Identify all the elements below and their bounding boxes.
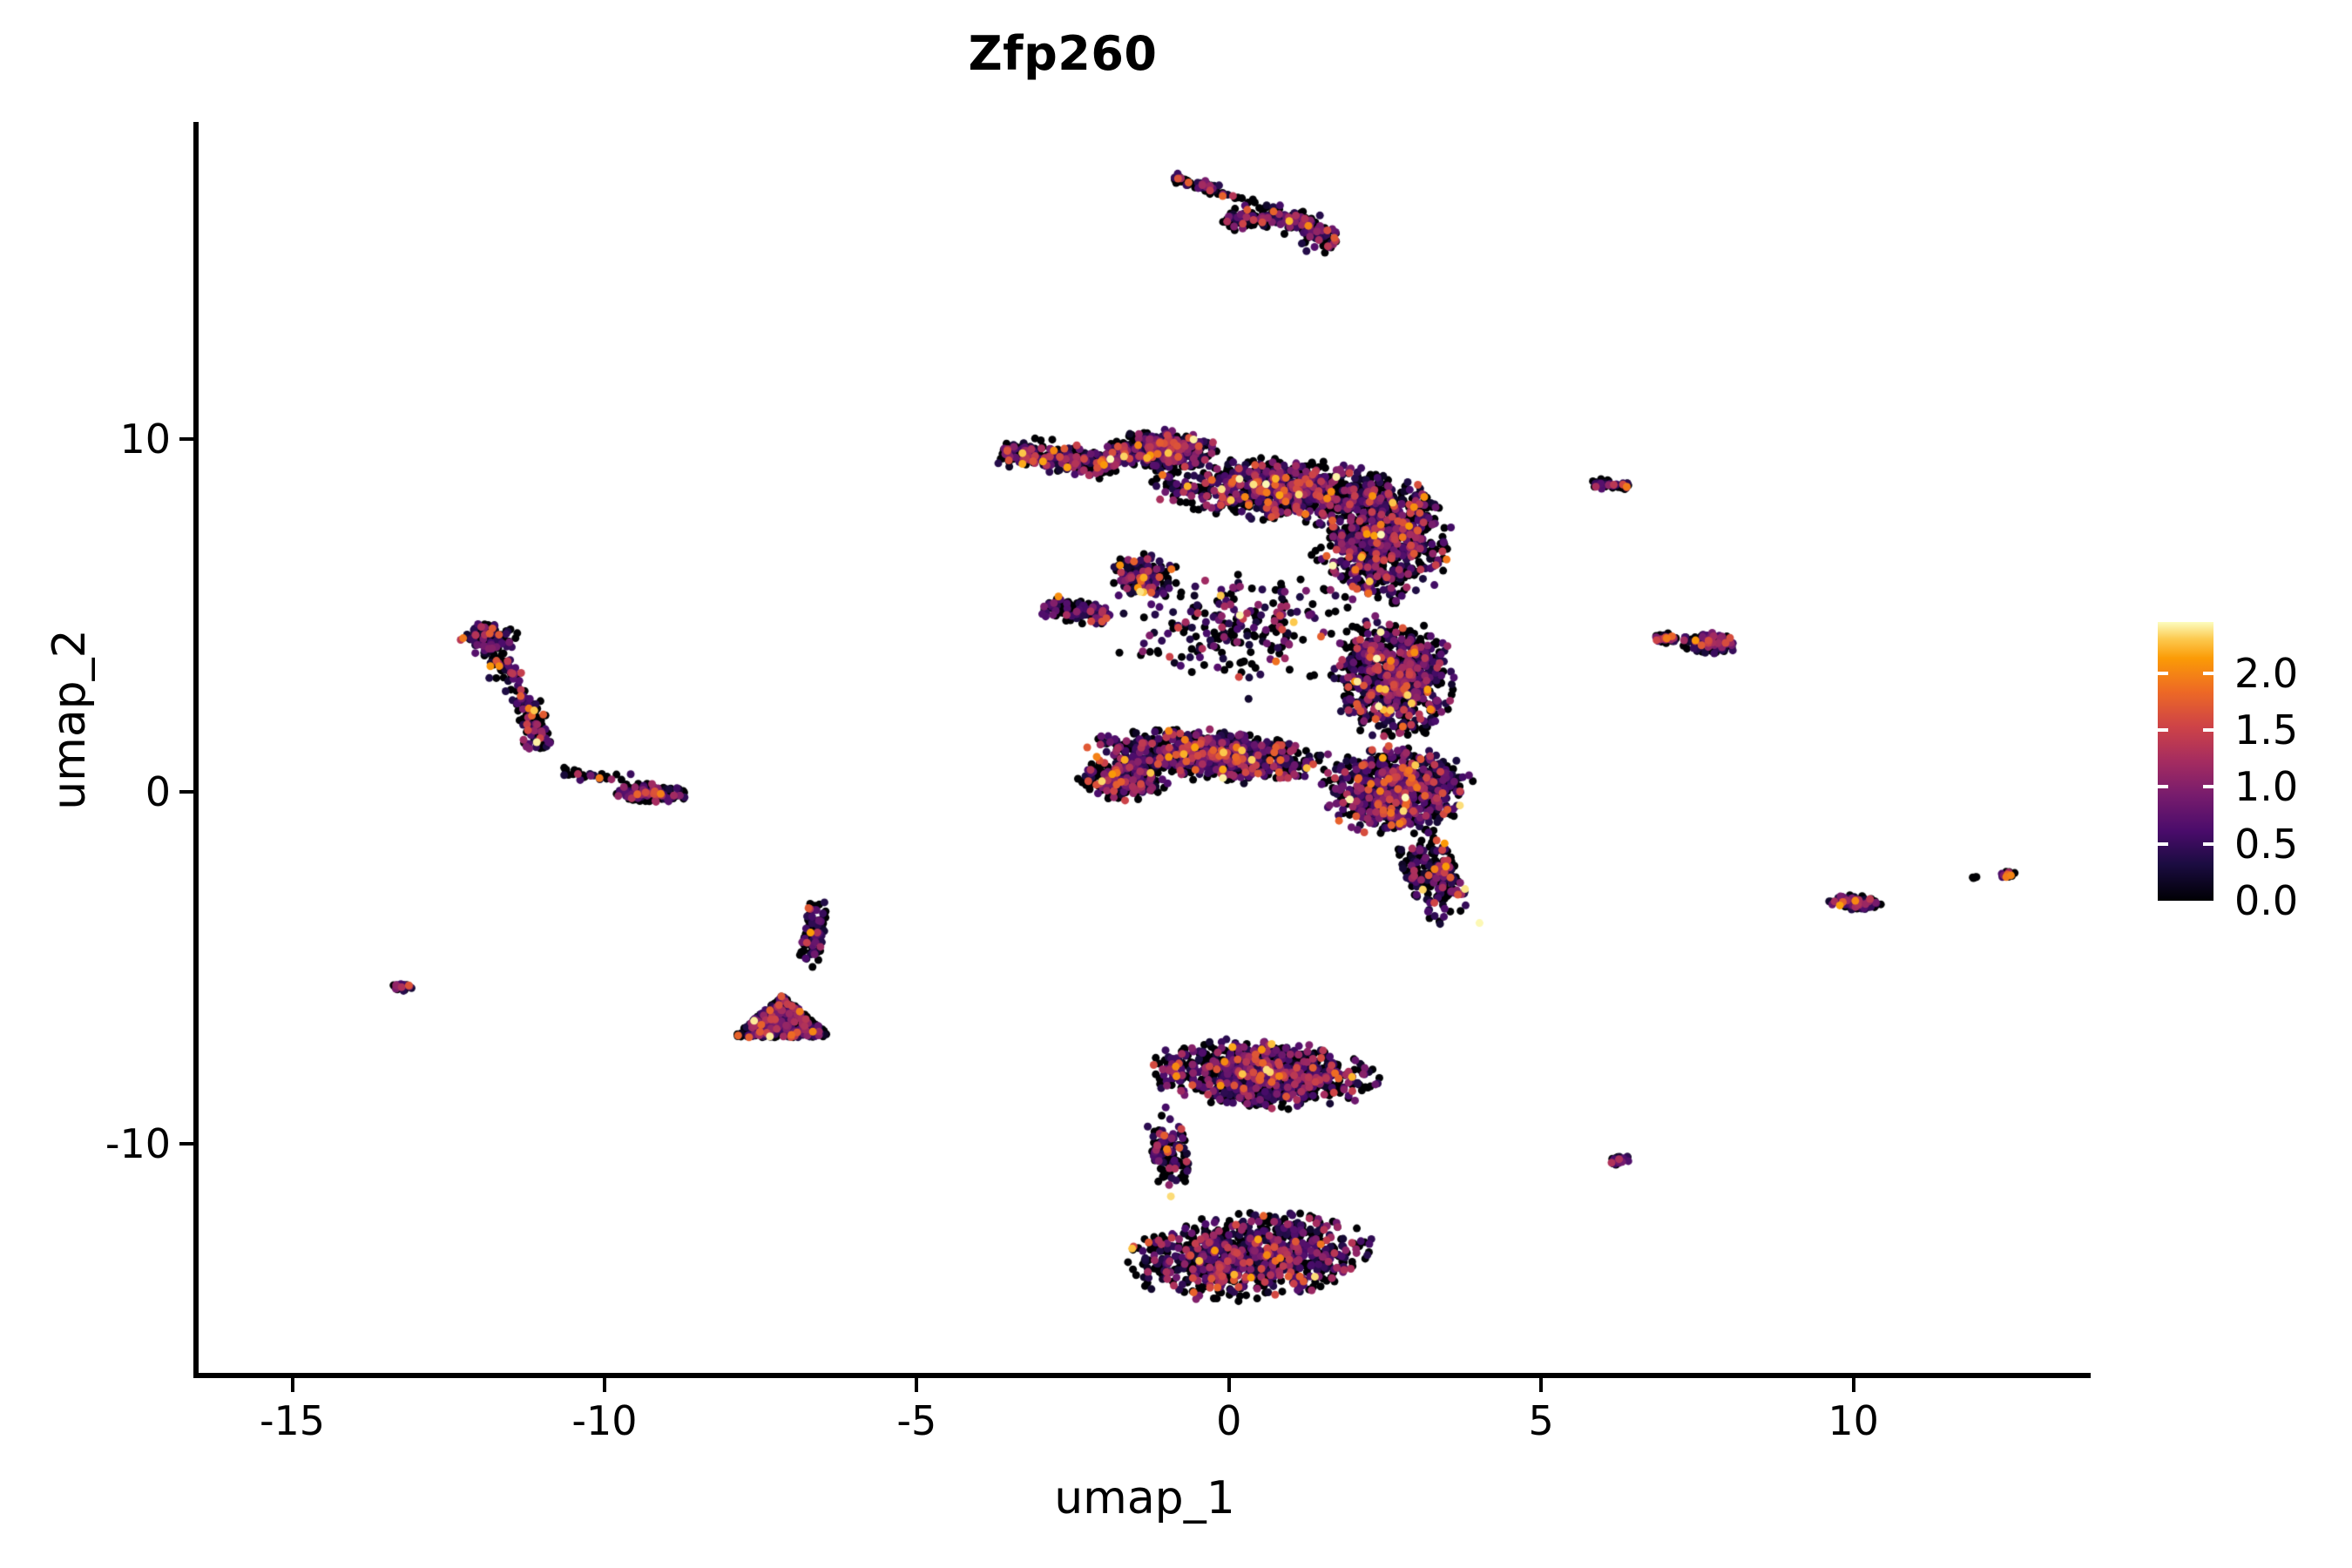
- colorbar-tick-mark: [2158, 841, 2168, 846]
- x-tick-mark: [602, 1378, 606, 1392]
- y-tick-mark: [179, 789, 193, 794]
- page-title: Zfp260: [968, 26, 1158, 81]
- x-axis-label: umap_1: [1054, 1472, 1235, 1524]
- x-tick-label: 0: [1216, 1397, 1242, 1444]
- y-tick-label: -10: [105, 1120, 171, 1168]
- scatter-points-canvas: [199, 122, 2091, 1376]
- colorbar-tick-mark: [2158, 671, 2168, 675]
- colorbar-tick-mark: [2203, 671, 2213, 675]
- y-tick-mark: [179, 437, 193, 442]
- x-axis-spine: [193, 1373, 2091, 1378]
- x-tick-mark: [915, 1378, 919, 1392]
- colorbar-tick-label: 2.0: [2234, 649, 2299, 697]
- colorbar-tick-mark: [2203, 785, 2213, 789]
- colorbar-gradient: [2158, 622, 2213, 901]
- y-axis-label: umap_2: [44, 629, 96, 810]
- plot-area: [199, 122, 2091, 1376]
- colorbar: [2158, 622, 2213, 901]
- colorbar-tick-mark: [2203, 728, 2213, 733]
- colorbar-tick-mark: [2203, 841, 2213, 846]
- colorbar-tick-label: 0.0: [2234, 877, 2299, 924]
- x-tick-mark: [1851, 1378, 1855, 1392]
- colorbar-tick-label: 0.5: [2234, 820, 2299, 868]
- colorbar-tick-mark: [2158, 728, 2168, 733]
- colorbar-tick-mark: [2158, 785, 2168, 789]
- y-axis-spine: [193, 122, 199, 1378]
- x-tick-label: 5: [1528, 1397, 1554, 1444]
- colorbar-tick-label: 1.5: [2234, 706, 2299, 754]
- colorbar-tick-label: 1.0: [2234, 763, 2299, 811]
- x-tick-mark: [1227, 1378, 1231, 1392]
- x-tick-label: 10: [1828, 1397, 1879, 1444]
- x-tick-mark: [290, 1378, 294, 1392]
- y-tick-label: 0: [145, 767, 171, 815]
- x-tick-label: -10: [571, 1397, 638, 1444]
- y-tick-label: 10: [119, 416, 171, 463]
- x-tick-label: -5: [896, 1397, 937, 1444]
- x-tick-mark: [1539, 1378, 1544, 1392]
- y-tick-mark: [179, 1142, 193, 1146]
- x-tick-label: -15: [259, 1397, 326, 1444]
